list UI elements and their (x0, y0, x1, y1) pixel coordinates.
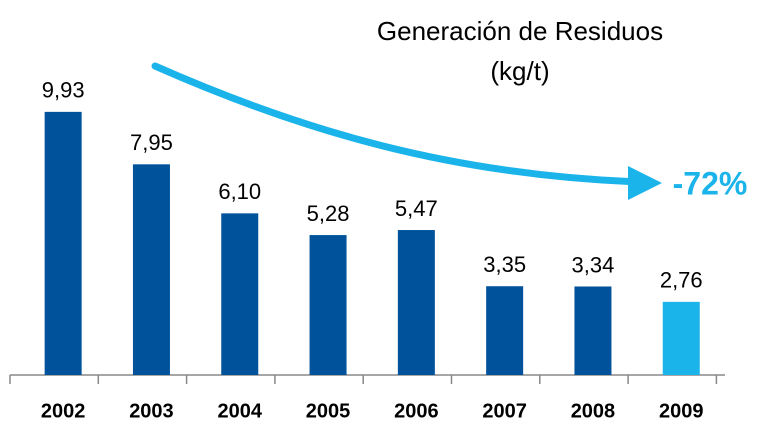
x-tick-label: 2003 (129, 400, 174, 422)
x-tick-label: 2005 (306, 400, 351, 422)
value-label: 9,93 (42, 78, 85, 103)
value-label: 7,95 (130, 130, 173, 155)
trend-arrow (151, 62, 644, 186)
x-tick-label: 2006 (394, 400, 439, 422)
x-tick-label: 2007 (482, 400, 527, 422)
x-tick-label: 2009 (659, 400, 704, 422)
bar (574, 286, 612, 375)
bar (221, 213, 259, 375)
bar (486, 286, 524, 375)
value-label: 5,28 (307, 201, 350, 226)
value-label: 5,47 (395, 196, 438, 221)
value-label: 3,34 (572, 252, 615, 277)
x-tick-label: 2002 (41, 400, 86, 422)
chart-subtitle: (kg/t) (490, 56, 549, 86)
value-label: 3,35 (483, 252, 526, 277)
chart-title: Generación de Residuos (377, 16, 663, 46)
x-tick-label: 2008 (571, 400, 616, 422)
bar (662, 301, 700, 375)
bar (132, 164, 170, 375)
value-label: 6,10 (218, 179, 261, 204)
bar (309, 235, 347, 375)
value-label: 2,76 (660, 268, 703, 293)
arrow-head (628, 166, 662, 200)
bar (44, 111, 82, 375)
x-tick-label: 2004 (218, 400, 263, 422)
bar (397, 230, 435, 375)
annotation: -72% (673, 165, 748, 201)
